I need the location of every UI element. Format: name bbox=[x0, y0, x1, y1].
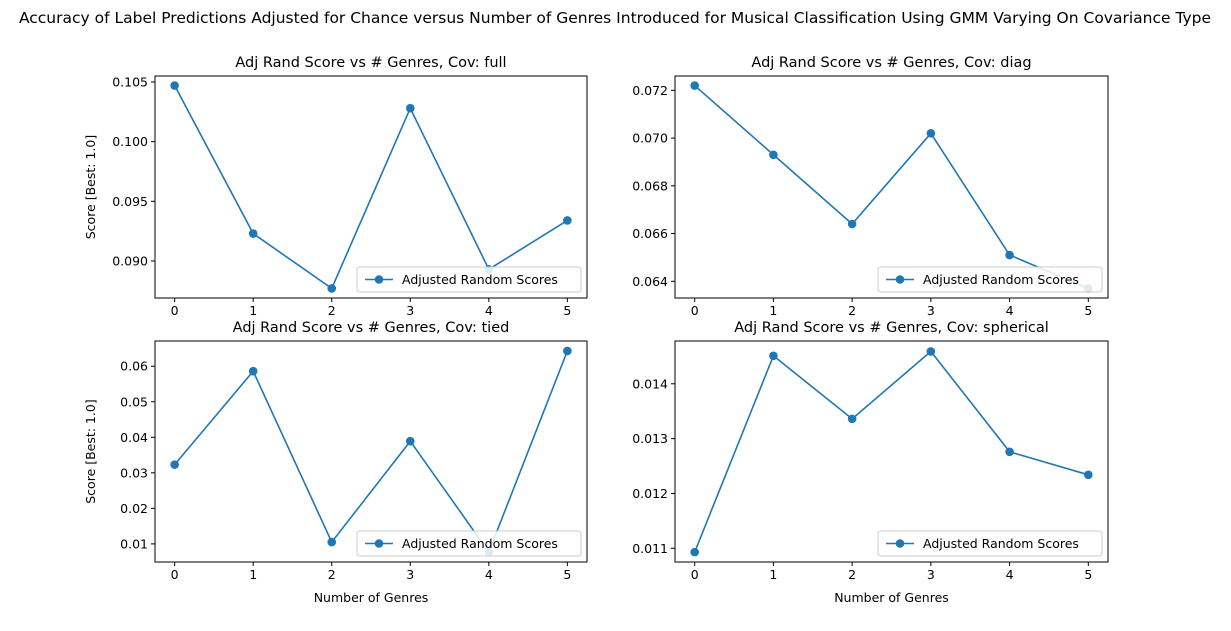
subplot-2-ytick-label: 0.070 bbox=[632, 131, 668, 146]
subplot-3-legend-box bbox=[356, 530, 582, 557]
subplot-4-data-point bbox=[1005, 447, 1014, 457]
subplot-1-ylabel: Score [Best: 1.0] bbox=[83, 135, 98, 239]
subplot-2-data-point bbox=[926, 128, 936, 138]
subplot-2-ytick-label: 0.072 bbox=[632, 83, 668, 98]
subplot-4-data-point bbox=[1084, 470, 1093, 480]
subplot-4-data-point bbox=[926, 347, 936, 356]
subplot-4-xtick-label: 0 bbox=[691, 567, 699, 582]
subplot-3-data-point bbox=[405, 436, 415, 446]
subplot-3-legend-label: Adjusted Random Scores bbox=[402, 536, 558, 551]
subplot-3-xtick-label: 2 bbox=[328, 567, 336, 582]
subplot-1-legend-box bbox=[356, 266, 582, 293]
subplot-2-xtick-label: 3 bbox=[927, 303, 935, 318]
subplot-1-legend-marker bbox=[374, 275, 384, 284]
subplot-4-ytick-label: 0.014 bbox=[632, 376, 668, 391]
subplot-4-ytick-label: 0.011 bbox=[632, 541, 668, 556]
subplot-2-legend-marker bbox=[895, 275, 905, 284]
subplot-1-data-point bbox=[563, 216, 572, 225]
subplot-2-xtick-label: 0 bbox=[691, 303, 699, 318]
subplot-3-xlabel: Number of Genres bbox=[314, 590, 429, 605]
subplot-2-data-point bbox=[847, 219, 857, 229]
subplot-4-xtick-label: 2 bbox=[848, 567, 856, 582]
subplot-2-ytick-label: 0.068 bbox=[632, 178, 668, 193]
subplot-3-xtick-label: 4 bbox=[485, 567, 493, 582]
subplot-2-xtick-label: 5 bbox=[1084, 303, 1092, 318]
subplot-4-axes-frame bbox=[674, 340, 1109, 563]
subplot-3-xtick-label: 3 bbox=[406, 567, 414, 582]
subplot-1-ytick-label: 0.090 bbox=[112, 254, 148, 269]
subplot-4-xlabel: Number of Genres bbox=[834, 590, 949, 605]
subplot-3-ytick-label: 0.01 bbox=[120, 536, 148, 551]
subplot-1-data-point bbox=[405, 103, 415, 113]
figure-suptitle: Accuracy of Label Predictions Adjusted f… bbox=[18, 9, 1212, 27]
subplot-4-data-point bbox=[847, 414, 857, 424]
subplot-4-ytick-label: 0.013 bbox=[632, 431, 668, 446]
subplot-1-ytick-label: 0.100 bbox=[112, 134, 148, 149]
subplot-4-xtick-label: 1 bbox=[769, 567, 777, 582]
subplot-2-series-line bbox=[694, 84, 1089, 290]
subplot-4-ytick-label: 0.012 bbox=[632, 486, 668, 501]
subplot-2-legend-label: Adjusted Random Scores bbox=[923, 272, 1079, 287]
subplot-3-title: Adj Rand Score vs # Genres, Cov: tied bbox=[233, 320, 510, 336]
subplot-4-xtick-label: 5 bbox=[1084, 567, 1092, 582]
subplot-1-ytick-label: 0.095 bbox=[112, 194, 148, 209]
subplot-1-xtick-label: 0 bbox=[171, 303, 179, 318]
subplot-2-xtick-label: 2 bbox=[848, 303, 856, 318]
subplot-1-xtick-label: 3 bbox=[406, 303, 414, 318]
subplot-4-series-line bbox=[693, 350, 1089, 553]
subplot-1-xtick-label: 4 bbox=[485, 303, 493, 318]
subplot-2-axes-frame bbox=[674, 75, 1109, 299]
subplot-1-legend-label: Adjusted Random Scores bbox=[402, 272, 558, 287]
subplot-4-legend-label: Adjusted Random Scores bbox=[923, 536, 1079, 551]
subplot-3-xtick-label: 1 bbox=[249, 567, 257, 582]
subplot-2-data-point bbox=[769, 150, 778, 160]
subplot-2-data-point bbox=[690, 81, 699, 90]
subplot-3-data-point bbox=[563, 346, 572, 356]
subplot-2-xtick-label: 4 bbox=[1006, 303, 1014, 318]
subplot-3-data-point bbox=[327, 537, 337, 547]
subplot-3-xtick-label: 0 bbox=[171, 567, 179, 582]
subplot-1-title: Adj Rand Score vs # Genres, Cov: full bbox=[235, 55, 506, 71]
subplot-1-xtick-label: 2 bbox=[328, 303, 336, 318]
subplot-2-title: Adj Rand Score vs # Genres, Cov: diag bbox=[751, 55, 1031, 71]
subplot-1-axes-frame bbox=[154, 75, 588, 299]
subplot-4-data-point bbox=[769, 351, 778, 361]
subplot-3-legend-marker bbox=[374, 539, 384, 548]
subplot-2-legend-box bbox=[877, 266, 1103, 293]
subplot-1-xtick-label: 1 bbox=[249, 303, 257, 318]
subplot-3-ytick-label: 0.04 bbox=[120, 430, 148, 445]
subplot-3-ytick-label: 0.03 bbox=[120, 465, 148, 480]
subplot-3-ytick-label: 0.06 bbox=[120, 359, 148, 374]
subplot-4-xtick-label: 3 bbox=[927, 567, 935, 582]
subplot-3-xtick-label: 5 bbox=[563, 567, 571, 582]
subplot-4-legend-box bbox=[877, 530, 1103, 557]
subplot-4-title: Adj Rand Score vs # Genres, Cov: spheric… bbox=[734, 320, 1049, 336]
subplot-3-data-point bbox=[170, 460, 179, 469]
subplot-1-series-line bbox=[173, 85, 568, 290]
subplot-1-ytick-label: 0.105 bbox=[112, 74, 148, 89]
subplot-1-data-point bbox=[170, 81, 179, 90]
subplot-2-ytick-label: 0.066 bbox=[632, 226, 668, 241]
subplot-3-ylabel: Score [Best: 1.0] bbox=[83, 399, 98, 503]
subplot-3-ytick-label: 0.02 bbox=[120, 501, 148, 516]
subplot-1-xtick-label: 5 bbox=[563, 303, 571, 318]
subplot-3-axes-frame bbox=[154, 340, 588, 563]
subplot-4-legend-marker bbox=[895, 539, 905, 548]
subplot-1-data-point bbox=[248, 229, 258, 238]
subplot-3-ytick-label: 0.05 bbox=[120, 394, 148, 409]
subplot-2-ytick-label: 0.064 bbox=[632, 274, 668, 289]
subplot-3-series-line bbox=[174, 350, 569, 554]
subplot-4-xtick-label: 4 bbox=[1006, 567, 1014, 582]
subplot-1-data-point bbox=[327, 284, 337, 293]
subplot-2-xtick-label: 1 bbox=[769, 303, 777, 318]
subplot-3-data-point bbox=[248, 366, 258, 376]
subplot-2-data-point bbox=[1005, 250, 1014, 260]
subplot-4-data-point bbox=[690, 547, 699, 557]
